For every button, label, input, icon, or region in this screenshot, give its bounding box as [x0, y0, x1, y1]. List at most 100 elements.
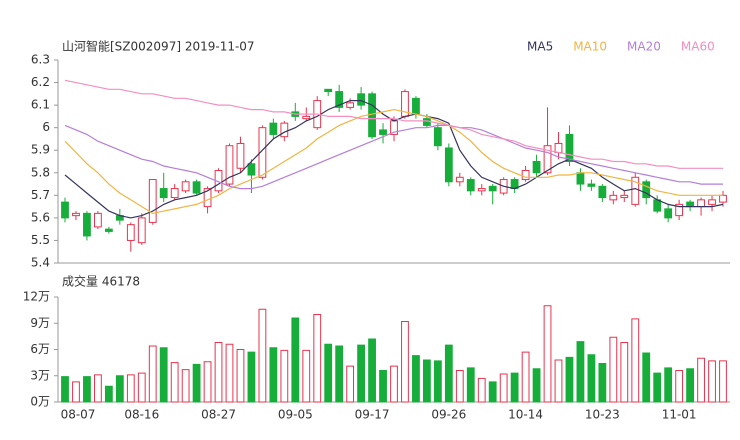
candle-body: [620, 194, 629, 199]
volume-bar: [72, 381, 80, 403]
candle-body: [148, 179, 157, 223]
y-tick-label: 9万: [30, 316, 50, 330]
volume-bar: [137, 372, 146, 403]
ma-line: [64, 108, 723, 215]
volume-bar: [357, 344, 365, 403]
candle-body: [368, 93, 376, 138]
volume-bar: [181, 369, 190, 403]
volume-bar: [203, 361, 212, 403]
candle-body: [126, 224, 135, 241]
candle-body: [357, 93, 365, 106]
volume-bar: [379, 370, 387, 403]
candle-body: [554, 142, 563, 153]
volume-bar: [576, 341, 585, 403]
volume-bar: [324, 343, 333, 403]
volume-bar: [302, 349, 311, 403]
volume-bar: [214, 342, 223, 403]
y-tick-label: 5.4: [31, 256, 50, 270]
y-tick-label: 5.9: [31, 143, 50, 157]
candle-body: [258, 127, 267, 178]
candle-body: [412, 97, 420, 115]
candle-body: [433, 127, 442, 147]
candle-body: [686, 201, 694, 208]
volume-bar: [192, 363, 201, 403]
volume-bar: [719, 360, 727, 403]
volume-bar: [565, 356, 574, 403]
volume-bar: [83, 376, 91, 403]
volume-bar: [335, 345, 344, 403]
candle-body: [653, 199, 662, 212]
y-tick-label: 5.6: [31, 210, 50, 224]
candle-body: [543, 145, 552, 174]
volume-bar: [598, 363, 607, 403]
x-tick-label: 11-01: [662, 408, 697, 422]
y-tick-label: 6: [42, 120, 50, 134]
candle-body: [324, 88, 333, 93]
candle-body: [181, 181, 190, 192]
y-tick-label: 12万: [23, 290, 50, 304]
candle-body: [137, 217, 146, 244]
candle-body: [598, 185, 607, 199]
candle-body: [455, 176, 464, 183]
candle-body: [280, 122, 289, 138]
volume-bar: [258, 308, 267, 403]
candle-body: [192, 181, 201, 194]
candle-body: [532, 161, 541, 174]
candle-body: [83, 212, 91, 237]
volume-bar: [631, 318, 640, 403]
candle-body: [488, 185, 497, 192]
volume-bar: [609, 336, 618, 403]
volume-bar: [291, 317, 300, 403]
volume-bar: [280, 349, 289, 403]
candle-body: [203, 188, 212, 208]
candle-body: [346, 102, 355, 108]
ma-line: [64, 79, 723, 169]
x-tick-label: 10-14: [508, 408, 543, 422]
x-tick-label: 10-23: [585, 408, 620, 422]
volume-bar: [236, 349, 245, 403]
chart-title: 山河智能[SZ002097] 2019-11-07: [62, 39, 255, 54]
candle-body: [61, 201, 69, 219]
legend-label: MA60: [681, 40, 715, 54]
y-tick-label: 6.1: [31, 98, 50, 112]
volume-bar: [159, 347, 168, 403]
volume-bar: [313, 314, 322, 403]
volume-bar: [466, 367, 475, 403]
volume-bar: [346, 365, 355, 403]
candle-body: [444, 147, 453, 183]
volume-bar: [554, 359, 563, 403]
candle-body: [466, 179, 475, 192]
legend-label: MA10: [573, 40, 607, 54]
candle-body: [642, 181, 651, 199]
candle-body: [302, 115, 311, 120]
candle-body: [379, 129, 387, 135]
candle-body: [159, 188, 168, 199]
candle-body: [247, 163, 256, 176]
volume-bar: [543, 305, 552, 403]
candle-body: [609, 194, 618, 201]
y-tick-label: 6万: [30, 342, 50, 356]
volume-bar: [697, 357, 705, 403]
volume-bar: [401, 321, 409, 403]
volume-bar: [433, 360, 442, 403]
y-tick-label: 5.8: [31, 165, 50, 179]
candle-body: [576, 172, 585, 185]
candle-body: [675, 203, 684, 217]
candle-body: [104, 228, 113, 232]
y-tick-label: 6.2: [31, 75, 50, 89]
candle-body: [697, 199, 705, 208]
candle-body: [664, 208, 673, 219]
volume-bar: [532, 368, 541, 403]
candle-body: [587, 183, 596, 187]
volume-bar: [94, 374, 102, 403]
volume-bar: [412, 355, 420, 403]
x-tick-label: 08-27: [201, 408, 236, 422]
x-tick-label: 09-17: [355, 408, 390, 422]
y-tick-label: 0万: [30, 395, 50, 409]
volume-bar: [477, 377, 486, 403]
volume-bar: [664, 367, 673, 403]
x-tick-label: 08-07: [61, 408, 96, 422]
candle-body: [719, 194, 727, 203]
volume-bar: [247, 351, 256, 403]
